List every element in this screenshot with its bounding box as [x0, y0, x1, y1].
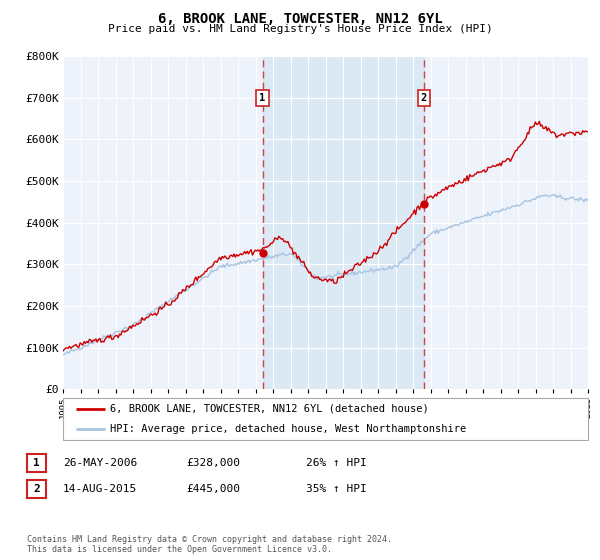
Text: Contains HM Land Registry data © Crown copyright and database right 2024.: Contains HM Land Registry data © Crown c…: [27, 535, 392, 544]
Text: 26-MAY-2006: 26-MAY-2006: [63, 458, 137, 468]
Text: Price paid vs. HM Land Registry's House Price Index (HPI): Price paid vs. HM Land Registry's House …: [107, 24, 493, 34]
Bar: [263, 56, 424, 389]
Text: 6, BROOK LANE, TOWCESTER, NN12 6YL: 6, BROOK LANE, TOWCESTER, NN12 6YL: [158, 12, 442, 26]
FancyBboxPatch shape: [63, 398, 588, 440]
Text: 2: 2: [421, 92, 427, 102]
Text: This data is licensed under the Open Government Licence v3.0.: This data is licensed under the Open Gov…: [27, 545, 332, 554]
Text: HPI: Average price, detached house, West Northamptonshire: HPI: Average price, detached house, West…: [110, 424, 467, 434]
Text: 35% ↑ HPI: 35% ↑ HPI: [306, 484, 367, 494]
Text: £328,000: £328,000: [186, 458, 240, 468]
Text: 1: 1: [33, 458, 40, 468]
Text: 26% ↑ HPI: 26% ↑ HPI: [306, 458, 367, 468]
Text: £445,000: £445,000: [186, 484, 240, 494]
Text: 1: 1: [259, 92, 266, 102]
Text: 14-AUG-2015: 14-AUG-2015: [63, 484, 137, 494]
Text: 2: 2: [33, 484, 40, 494]
Text: 6, BROOK LANE, TOWCESTER, NN12 6YL (detached house): 6, BROOK LANE, TOWCESTER, NN12 6YL (deta…: [110, 404, 429, 414]
